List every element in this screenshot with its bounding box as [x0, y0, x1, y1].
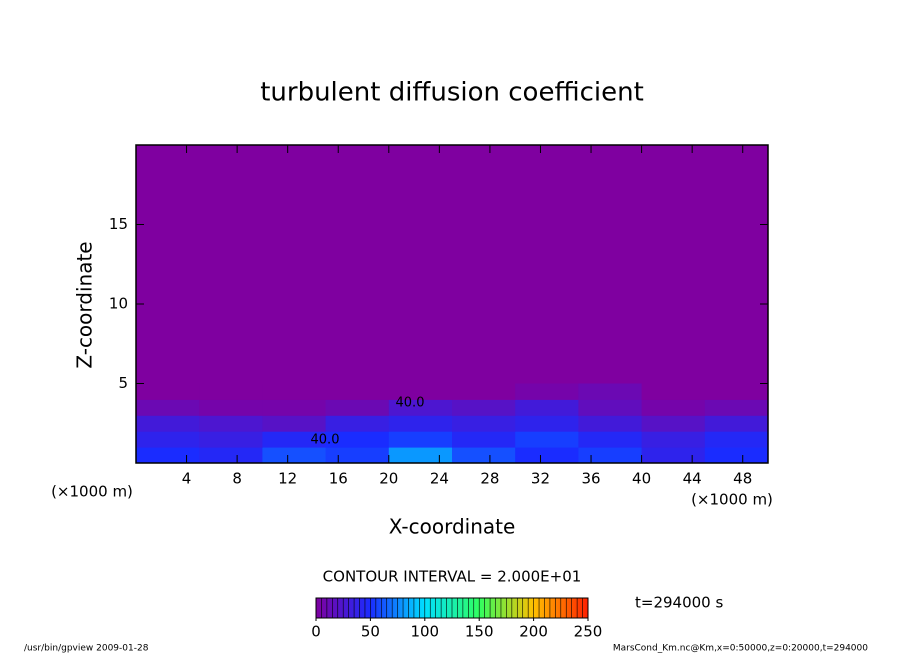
heatmap-cell	[136, 415, 200, 432]
heatmap-cell	[136, 399, 200, 416]
heatmap-cell	[452, 447, 516, 464]
x-tick-label: 16	[329, 470, 348, 488]
heatmap-cell	[452, 431, 516, 448]
heatmap-cell	[641, 447, 706, 464]
heatmap-cell	[515, 383, 579, 400]
heatmap-cell	[578, 415, 643, 432]
colorbar-tick-label: 200	[519, 623, 548, 641]
heatmap-cell	[641, 399, 706, 416]
heatmap-cell	[452, 415, 516, 432]
heatmap-cell	[136, 447, 200, 464]
y-tick-label: 15	[109, 215, 128, 233]
x-unit-right: (×1000 m)	[691, 491, 773, 509]
heatmap-cell	[199, 399, 263, 416]
heatmap-cell	[199, 415, 263, 432]
x-tick-label: 20	[379, 470, 398, 488]
heatmap-cell	[578, 383, 643, 400]
heatmap-cell	[704, 415, 769, 432]
x-tick-label: 32	[531, 470, 550, 488]
heatmap-cell	[578, 399, 643, 416]
x-tick-label: 4	[182, 470, 192, 488]
heatmap-cell	[388, 383, 453, 400]
colorbar-tick-label: 100	[410, 623, 439, 641]
heatmap-cell	[136, 431, 200, 448]
x-tick-label: 12	[278, 470, 297, 488]
heatmap-cell	[262, 431, 327, 448]
heatmap-cell	[452, 399, 516, 416]
contour-label: 40.0	[396, 396, 425, 411]
colorbar-tick-label: 0	[311, 623, 321, 641]
heatmap-cell	[641, 383, 706, 400]
heatmap-cell	[262, 447, 327, 464]
heatmap-cell	[515, 431, 579, 448]
heatmap-cell	[199, 447, 263, 464]
heatmap-cell	[325, 383, 390, 400]
heatmap-cell	[388, 447, 453, 464]
x-tick-label: 40	[632, 470, 651, 488]
heatmap-cell	[578, 431, 643, 448]
x-tick-label: 48	[733, 470, 752, 488]
contour-label: 40.0	[311, 433, 340, 448]
time-label: t=294000 s	[635, 594, 723, 612]
heatmap-cell	[388, 431, 453, 448]
heatmap-cell	[578, 447, 643, 464]
heatmap-cell	[388, 415, 453, 432]
heatmap-cell	[262, 383, 327, 400]
footer-right: MarsCond_Km.nc@Km,x=0:50000,z=0:20000,t=…	[613, 644, 868, 654]
heatmap-cell	[136, 383, 200, 400]
heatmap-cell	[262, 415, 327, 432]
heatmap-cell	[262, 399, 327, 416]
heatmap-cell	[325, 431, 390, 448]
colorbar-tick-label: 150	[465, 623, 494, 641]
heatmap-cell	[325, 415, 390, 432]
y-tick-label: 5	[118, 374, 128, 392]
heatmap-cell	[515, 399, 579, 416]
heatmap-cell	[515, 415, 579, 432]
heatmap-cell	[704, 431, 769, 448]
heatmap-cell	[641, 415, 706, 432]
x-tick-label: 24	[430, 470, 449, 488]
heatmap-cell	[325, 399, 390, 416]
heatmap-cell	[641, 431, 706, 448]
x-axis-label: X-coordinate	[389, 515, 516, 539]
y-axis-label: Z-coordinate	[73, 241, 97, 368]
x-unit-left: (×1000 m)	[51, 483, 133, 501]
heatmap-cell	[704, 447, 769, 464]
x-tick-label: 36	[581, 470, 600, 488]
colorbar-tick-label: 250	[574, 623, 603, 641]
heatmap-cell	[704, 399, 769, 416]
footer-left: /usr/bin/gpview 2009-01-28	[24, 644, 149, 654]
y-tick-label: 10	[109, 295, 128, 313]
heatmap-cell	[704, 383, 769, 400]
heatmap-cell	[325, 447, 390, 464]
x-tick-label: 44	[683, 470, 702, 488]
colorbar-tick-label: 50	[361, 623, 380, 641]
heatmap-cell	[452, 383, 516, 400]
heatmap-cell	[388, 399, 453, 416]
heatmap-cell	[199, 383, 263, 400]
heatmap-cell	[199, 431, 263, 448]
contour-interval: CONTOUR INTERVAL = 2.000E+01	[323, 568, 582, 586]
x-tick-label: 8	[232, 470, 242, 488]
heatmap-cell	[515, 447, 579, 464]
chart-title: turbulent diffusion coefficient	[260, 78, 644, 108]
x-tick-label: 28	[480, 470, 499, 488]
